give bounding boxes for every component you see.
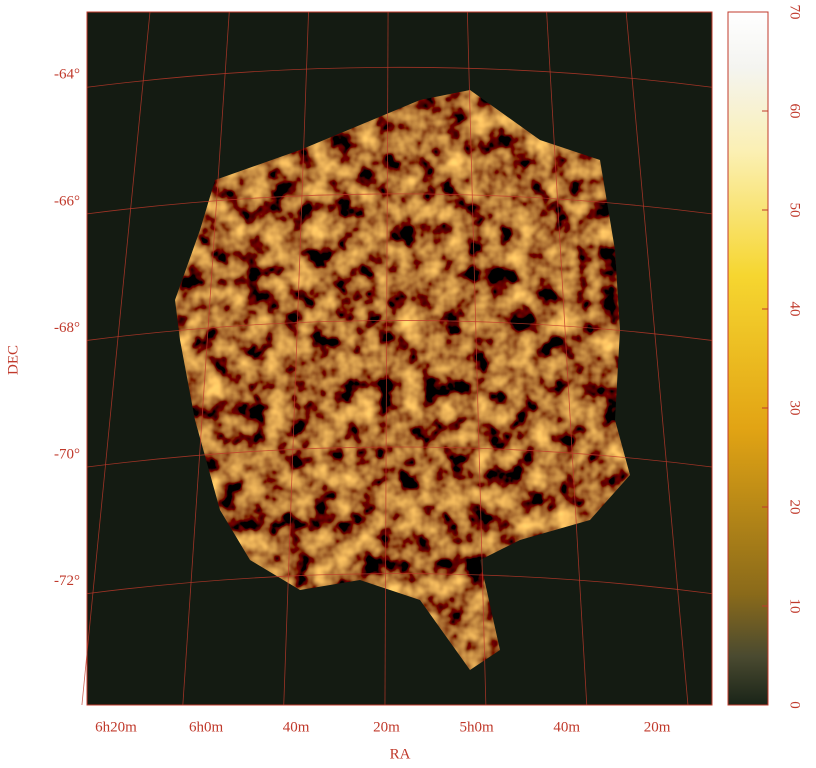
grid-line (283, 11, 309, 706)
y-tick-label: -64° (54, 67, 80, 83)
colorbar-tick-label: 30 (787, 401, 803, 416)
grid-line (86, 193, 713, 215)
y-tick-label: -66° (54, 193, 80, 209)
colorbar-tick-label: 20 (787, 500, 803, 515)
grid-line (546, 11, 588, 706)
colorbar-tick-label: 40 (787, 302, 803, 317)
x-tick-label: 40m (553, 719, 580, 735)
grid (81, 11, 713, 706)
grid-line (86, 320, 713, 341)
grid-line (86, 66, 713, 88)
grid-line (182, 11, 230, 706)
colorbar (727, 11, 769, 706)
grid-line (384, 11, 389, 706)
x-tick-label: 40m (283, 719, 310, 735)
y-tick-label: -68° (54, 320, 80, 336)
grid-line (625, 11, 689, 706)
colorbar-tick-label: 70 (787, 5, 803, 20)
y-tick-label: -70° (54, 446, 80, 462)
grid-line (81, 11, 151, 706)
x-tick-label: 6h20m (95, 719, 137, 735)
x-tick-label: 6h0m (189, 719, 224, 735)
colorbar-tick-label: 60 (787, 104, 803, 119)
x-tick-label: 20m (644, 719, 671, 735)
y-tick-label: -72° (54, 573, 80, 589)
x-tick-label: 5h0m (460, 719, 495, 735)
colorbar-tick-label: 10 (787, 599, 803, 614)
grid-line (86, 573, 713, 594)
grid-line (466, 11, 487, 706)
grid-line (86, 446, 713, 468)
x-axis-label: RA (390, 746, 411, 762)
y-axis-label: DEC (5, 345, 21, 375)
colorbar-tick-label: 50 (787, 203, 803, 218)
colorbar-tick-label: 0 (787, 701, 803, 709)
x-tick-label: 20m (373, 719, 400, 735)
